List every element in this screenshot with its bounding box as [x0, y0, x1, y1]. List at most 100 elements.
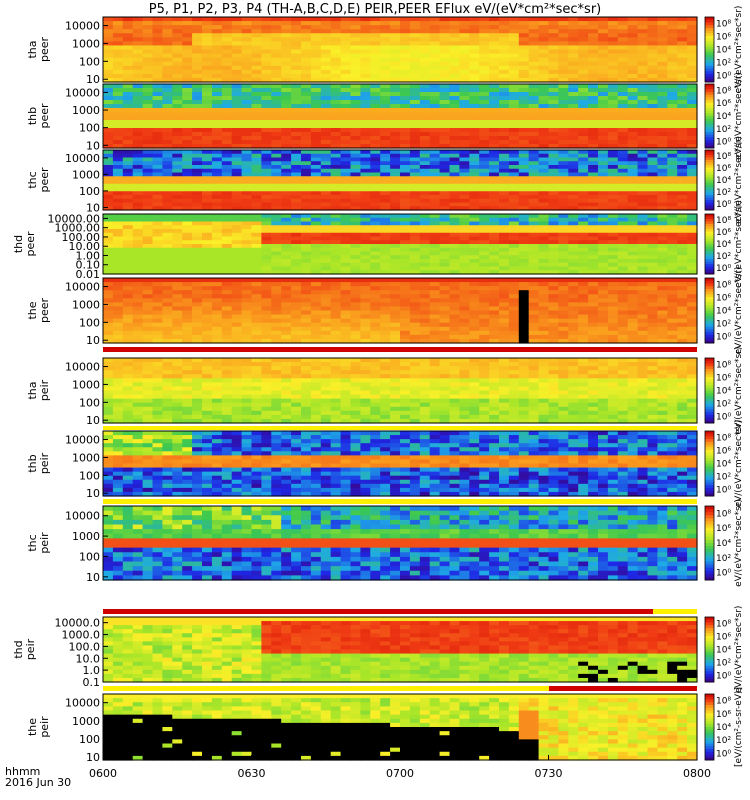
heatmap-cell — [112, 37, 124, 42]
heatmap-cell — [479, 53, 490, 59]
heatmap-cell — [370, 17, 381, 22]
heatmap-cell — [657, 314, 668, 320]
heatmap-cell — [192, 286, 203, 291]
colorbar-unit-label: eV/(eV*cm²*sec*sr) — [734, 6, 744, 94]
heatmap-cell — [657, 251, 668, 256]
heatmap-cell — [202, 318, 213, 324]
heatmap-cell — [162, 266, 173, 271]
heatmap-cell — [301, 37, 312, 42]
heatmap-cell — [182, 161, 193, 166]
heatmap-cell — [518, 124, 530, 129]
heatmap-cell — [380, 140, 391, 145]
heatmap-cell — [627, 104, 639, 109]
heatmap-cell — [301, 17, 312, 22]
heatmap-cell — [271, 100, 282, 105]
heatmap-cell — [469, 132, 480, 137]
panel-label-probe: the — [26, 301, 39, 319]
heatmap-cell — [617, 334, 629, 340]
heatmap-cell — [449, 157, 460, 162]
heatmap-cell — [617, 298, 629, 303]
heatmap-cell — [528, 310, 540, 316]
heatmap-cell — [310, 221, 322, 226]
heatmap-cell — [221, 21, 233, 26]
heatmap-cell — [112, 290, 124, 295]
heatmap-cell — [211, 57, 223, 63]
heatmap-cell — [132, 61, 144, 67]
heatmap-cell — [449, 187, 460, 192]
heatmap-cell — [310, 157, 322, 162]
heatmap-cell — [459, 255, 470, 260]
heatmap-cell — [251, 77, 262, 83]
heatmap-cell — [607, 132, 619, 137]
heatmap-cell — [122, 310, 134, 316]
heatmap-cell — [687, 161, 698, 166]
heatmap-cell — [330, 144, 342, 149]
heatmap-cell — [647, 25, 658, 30]
heatmap-cell — [192, 112, 203, 117]
heatmap-cell — [261, 157, 272, 162]
heatmap-cell — [449, 236, 460, 241]
heatmap-cell — [409, 266, 421, 271]
heatmap-cell — [627, 232, 639, 238]
heatmap-cell — [261, 278, 272, 283]
heatmap-cell — [528, 172, 540, 177]
colorbar-swatch — [705, 33, 714, 37]
heatmap-cell — [528, 251, 540, 256]
heatmap-cell — [449, 116, 460, 121]
heatmap-cell — [499, 84, 510, 89]
heatmap-cell — [479, 191, 490, 196]
heatmap-cell — [459, 120, 470, 125]
heatmap-cell — [607, 25, 619, 30]
heatmap-cell — [400, 108, 411, 113]
heatmap-cell — [251, 73, 262, 79]
heatmap-cell — [152, 84, 163, 89]
heatmap-cell — [261, 176, 272, 181]
heatmap-cell — [380, 290, 391, 295]
heatmap-cell — [459, 53, 470, 59]
heatmap-cell — [558, 144, 569, 149]
heatmap-cell — [588, 140, 599, 145]
heatmap-cell — [330, 244, 342, 249]
heatmap-cell — [558, 255, 569, 260]
heatmap-cell — [568, 217, 579, 223]
heatmap-cell — [271, 318, 282, 324]
heatmap-cell — [132, 73, 144, 79]
heatmap-cell — [578, 262, 589, 268]
heatmap-cell — [469, 180, 480, 185]
heatmap-cell — [211, 104, 223, 109]
heatmap-cell — [390, 294, 401, 299]
heatmap-cell — [617, 314, 629, 320]
heatmap-cell — [202, 217, 213, 223]
heatmap-cell — [350, 195, 361, 200]
heatmap-cell — [370, 29, 381, 34]
heatmap-cell — [538, 25, 550, 30]
heatmap-cell — [271, 132, 282, 137]
heatmap-cell — [370, 104, 381, 109]
heatmap-cell — [528, 294, 540, 299]
heatmap-cell — [459, 214, 470, 219]
heatmap-cell — [558, 247, 569, 253]
heatmap-cell — [598, 310, 609, 316]
heatmap-cell — [162, 314, 173, 320]
heatmap-cell — [568, 41, 579, 47]
heatmap-cell — [271, 322, 282, 328]
heatmap-cell — [132, 278, 144, 283]
heatmap-cell — [419, 187, 431, 192]
heatmap-cell — [330, 326, 342, 332]
heatmap-cell — [261, 132, 272, 137]
heatmap-cell — [538, 172, 550, 177]
heatmap-cell — [142, 282, 154, 287]
heatmap-cell — [172, 41, 183, 47]
heatmap-cell — [390, 176, 401, 181]
heatmap-cell — [132, 240, 144, 245]
heatmap-cell — [499, 225, 510, 230]
heatmap-cell — [558, 322, 569, 328]
heatmap-cell — [637, 298, 649, 303]
heatmap-cell — [221, 53, 233, 59]
heatmap-cell — [132, 198, 144, 204]
heatmap-cell — [508, 322, 520, 328]
heatmap-cell — [499, 187, 510, 192]
heatmap-cell — [429, 225, 441, 230]
heatmap-cell — [528, 255, 540, 260]
heatmap-cell — [241, 202, 253, 207]
